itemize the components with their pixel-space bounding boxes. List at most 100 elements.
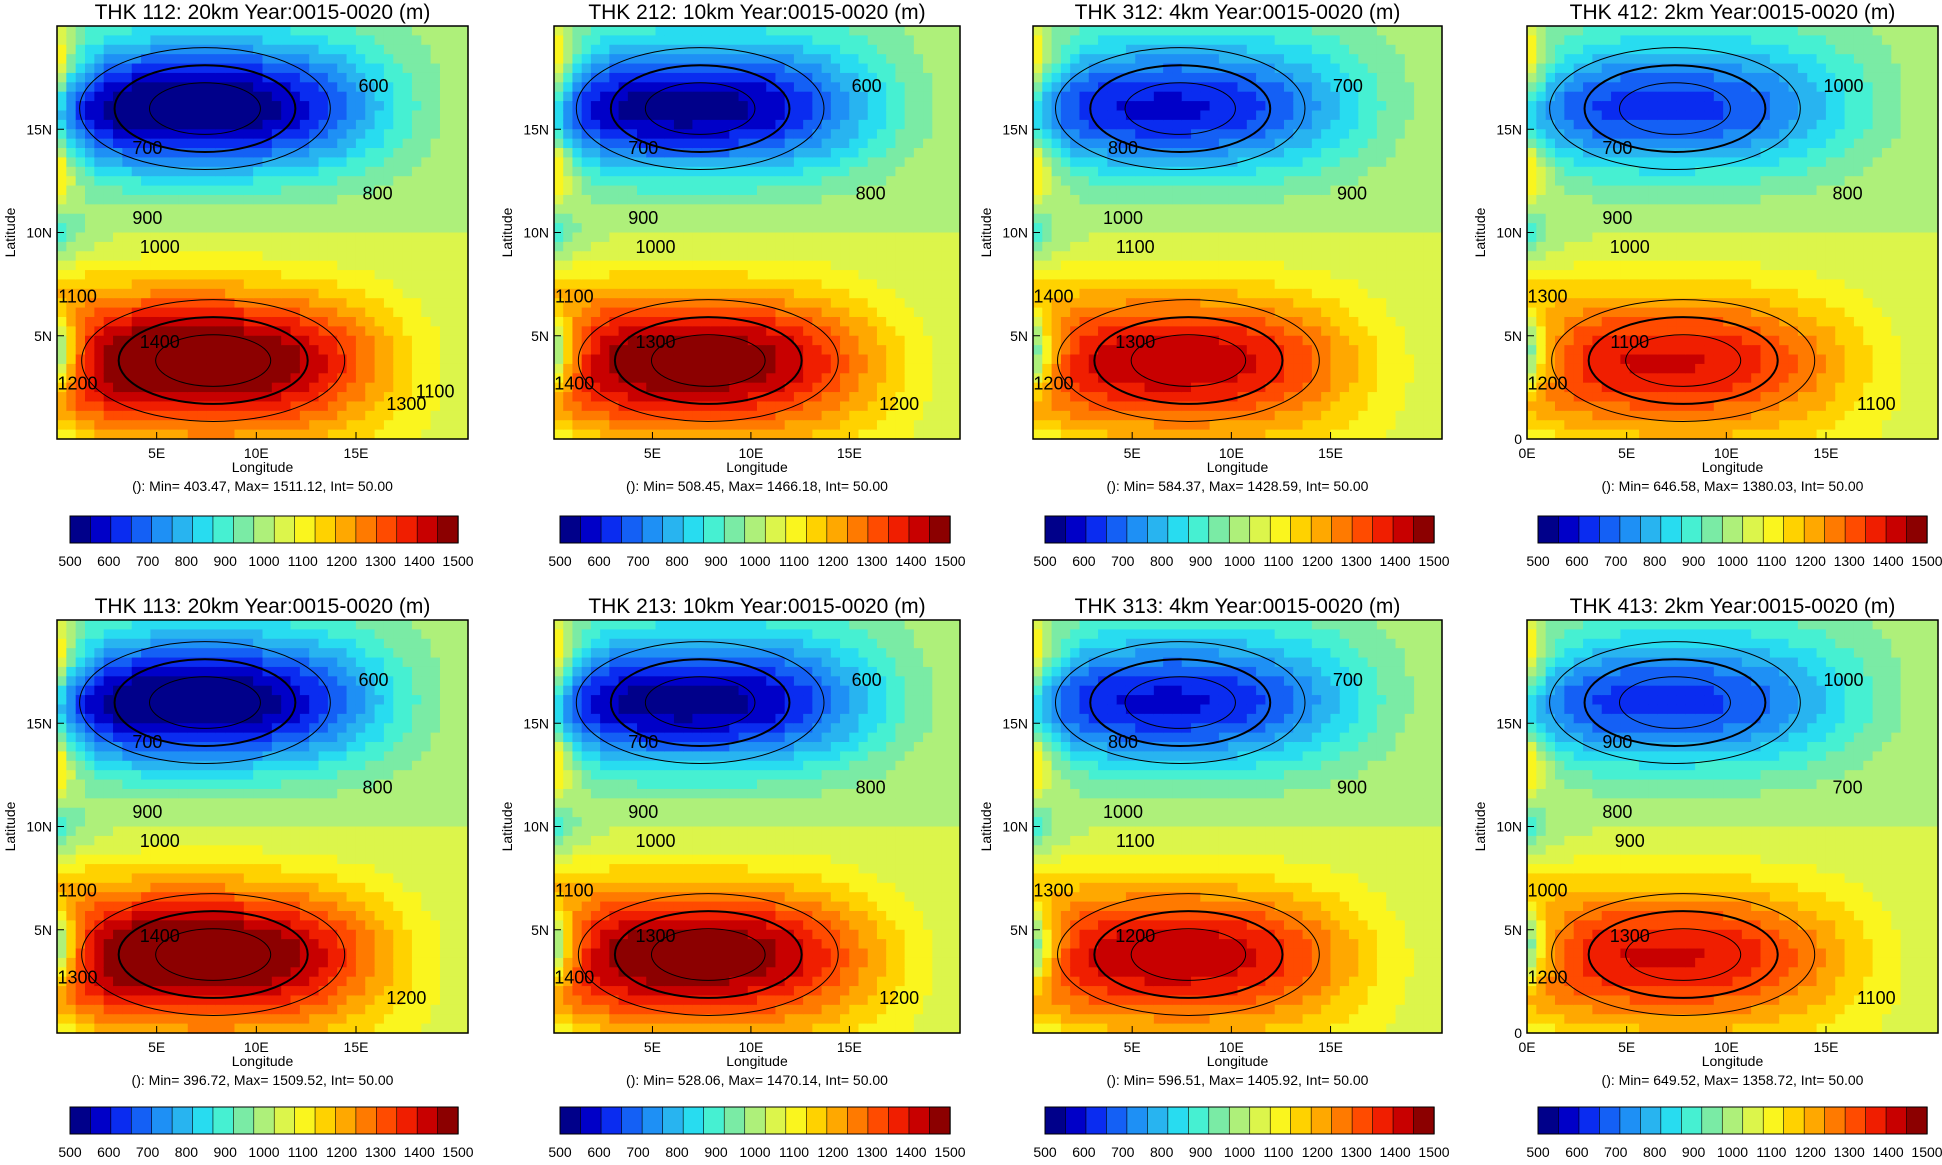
field-cell xyxy=(430,166,441,177)
field-cell xyxy=(720,110,730,121)
field-cell xyxy=(243,213,254,224)
field-cell xyxy=(355,82,366,93)
field-cell xyxy=(1088,72,1099,83)
field-cell xyxy=(1088,54,1099,65)
field-cell xyxy=(159,194,170,205)
field-cell xyxy=(178,270,189,281)
field-cell xyxy=(673,279,684,290)
field-cell xyxy=(646,279,657,290)
field-cell xyxy=(701,72,712,83)
field-cell xyxy=(572,185,583,196)
field-cell xyxy=(1070,119,1081,130)
field-cell xyxy=(646,270,657,281)
field-cell xyxy=(895,260,906,271)
field-cell xyxy=(840,288,850,299)
field-cell xyxy=(150,345,161,356)
field-cell xyxy=(600,204,610,215)
field-cell xyxy=(365,129,376,140)
field-cell xyxy=(206,82,217,93)
field-cell xyxy=(637,326,647,337)
field-cell xyxy=(150,260,161,271)
field-cell xyxy=(1191,101,1201,112)
field-cell xyxy=(1135,382,1146,393)
field-cell xyxy=(673,373,684,384)
field-cell xyxy=(1191,138,1201,149)
contour-label: 1400 xyxy=(554,373,594,393)
field-cell xyxy=(355,401,366,412)
field-cell xyxy=(738,110,749,121)
contour-line-south xyxy=(81,299,346,422)
field-cell xyxy=(421,54,432,65)
field-cell xyxy=(1172,307,1183,318)
field-cell xyxy=(830,260,841,271)
field-cell xyxy=(355,298,366,309)
field-cell xyxy=(637,232,647,243)
field-cell xyxy=(840,185,850,196)
field-cell xyxy=(197,44,208,55)
field-cell xyxy=(421,307,432,318)
field-cell xyxy=(346,260,357,271)
field-cell xyxy=(1125,129,1136,140)
field-cell xyxy=(1107,138,1118,149)
field-cell xyxy=(141,35,152,46)
field-cell xyxy=(572,213,583,224)
field-cell xyxy=(738,91,749,102)
field-cell xyxy=(355,26,366,36)
field-cell xyxy=(131,420,142,431)
field-cell xyxy=(103,279,114,290)
field-cell xyxy=(421,213,432,224)
field-cell xyxy=(1237,44,1248,55)
field-cell xyxy=(1060,251,1071,262)
field-cell xyxy=(710,260,721,271)
field-cell xyxy=(729,72,740,83)
field-cell xyxy=(1200,91,1211,102)
field-cell xyxy=(337,345,348,356)
field-cell xyxy=(941,401,952,412)
field-cell xyxy=(637,410,647,421)
field-cell xyxy=(729,307,740,318)
colorbar-tick-label: 1500 xyxy=(934,553,965,569)
field-cell xyxy=(337,110,348,121)
field-cell xyxy=(572,354,583,365)
field-cell xyxy=(327,270,338,281)
field-cell xyxy=(309,213,320,224)
field-cell xyxy=(895,129,906,140)
field-cell xyxy=(1172,316,1183,327)
field-cell xyxy=(840,119,850,130)
field-cell xyxy=(1218,260,1229,271)
field-cell xyxy=(775,176,786,187)
field-cell xyxy=(554,345,564,356)
field-cell xyxy=(318,298,329,309)
field-cell xyxy=(1079,232,1090,243)
field-cell xyxy=(458,148,469,159)
field-cell xyxy=(253,35,264,46)
contour-label: 800 xyxy=(856,183,886,203)
field-cell xyxy=(1135,373,1146,384)
field-cell xyxy=(673,298,684,309)
field-cell xyxy=(206,54,217,65)
field-cell xyxy=(234,35,245,46)
panel-title: THK 312: 4km Year:0015-0020 (m) xyxy=(1075,1,1401,24)
field-cell xyxy=(572,241,583,252)
field-cell xyxy=(646,63,657,74)
field-cell xyxy=(812,373,823,384)
field-cell xyxy=(85,223,95,234)
field-cell xyxy=(849,260,860,271)
field-cell xyxy=(793,35,804,46)
field-cell xyxy=(637,26,647,36)
field-cell xyxy=(766,251,777,262)
field-cell xyxy=(1191,72,1201,83)
field-cell xyxy=(830,54,841,65)
field-cell xyxy=(66,223,77,234)
field-cell xyxy=(150,298,161,309)
colorbar-swatch xyxy=(314,515,337,544)
field-cell xyxy=(655,363,666,374)
field-cell xyxy=(1191,382,1201,393)
colorbar-swatch xyxy=(90,515,112,544)
field-cell xyxy=(75,363,86,374)
field-cell xyxy=(692,382,703,393)
field-cell xyxy=(757,44,767,55)
field-cell xyxy=(1116,129,1127,140)
field-cell xyxy=(75,176,86,187)
field-cell xyxy=(775,429,786,440)
